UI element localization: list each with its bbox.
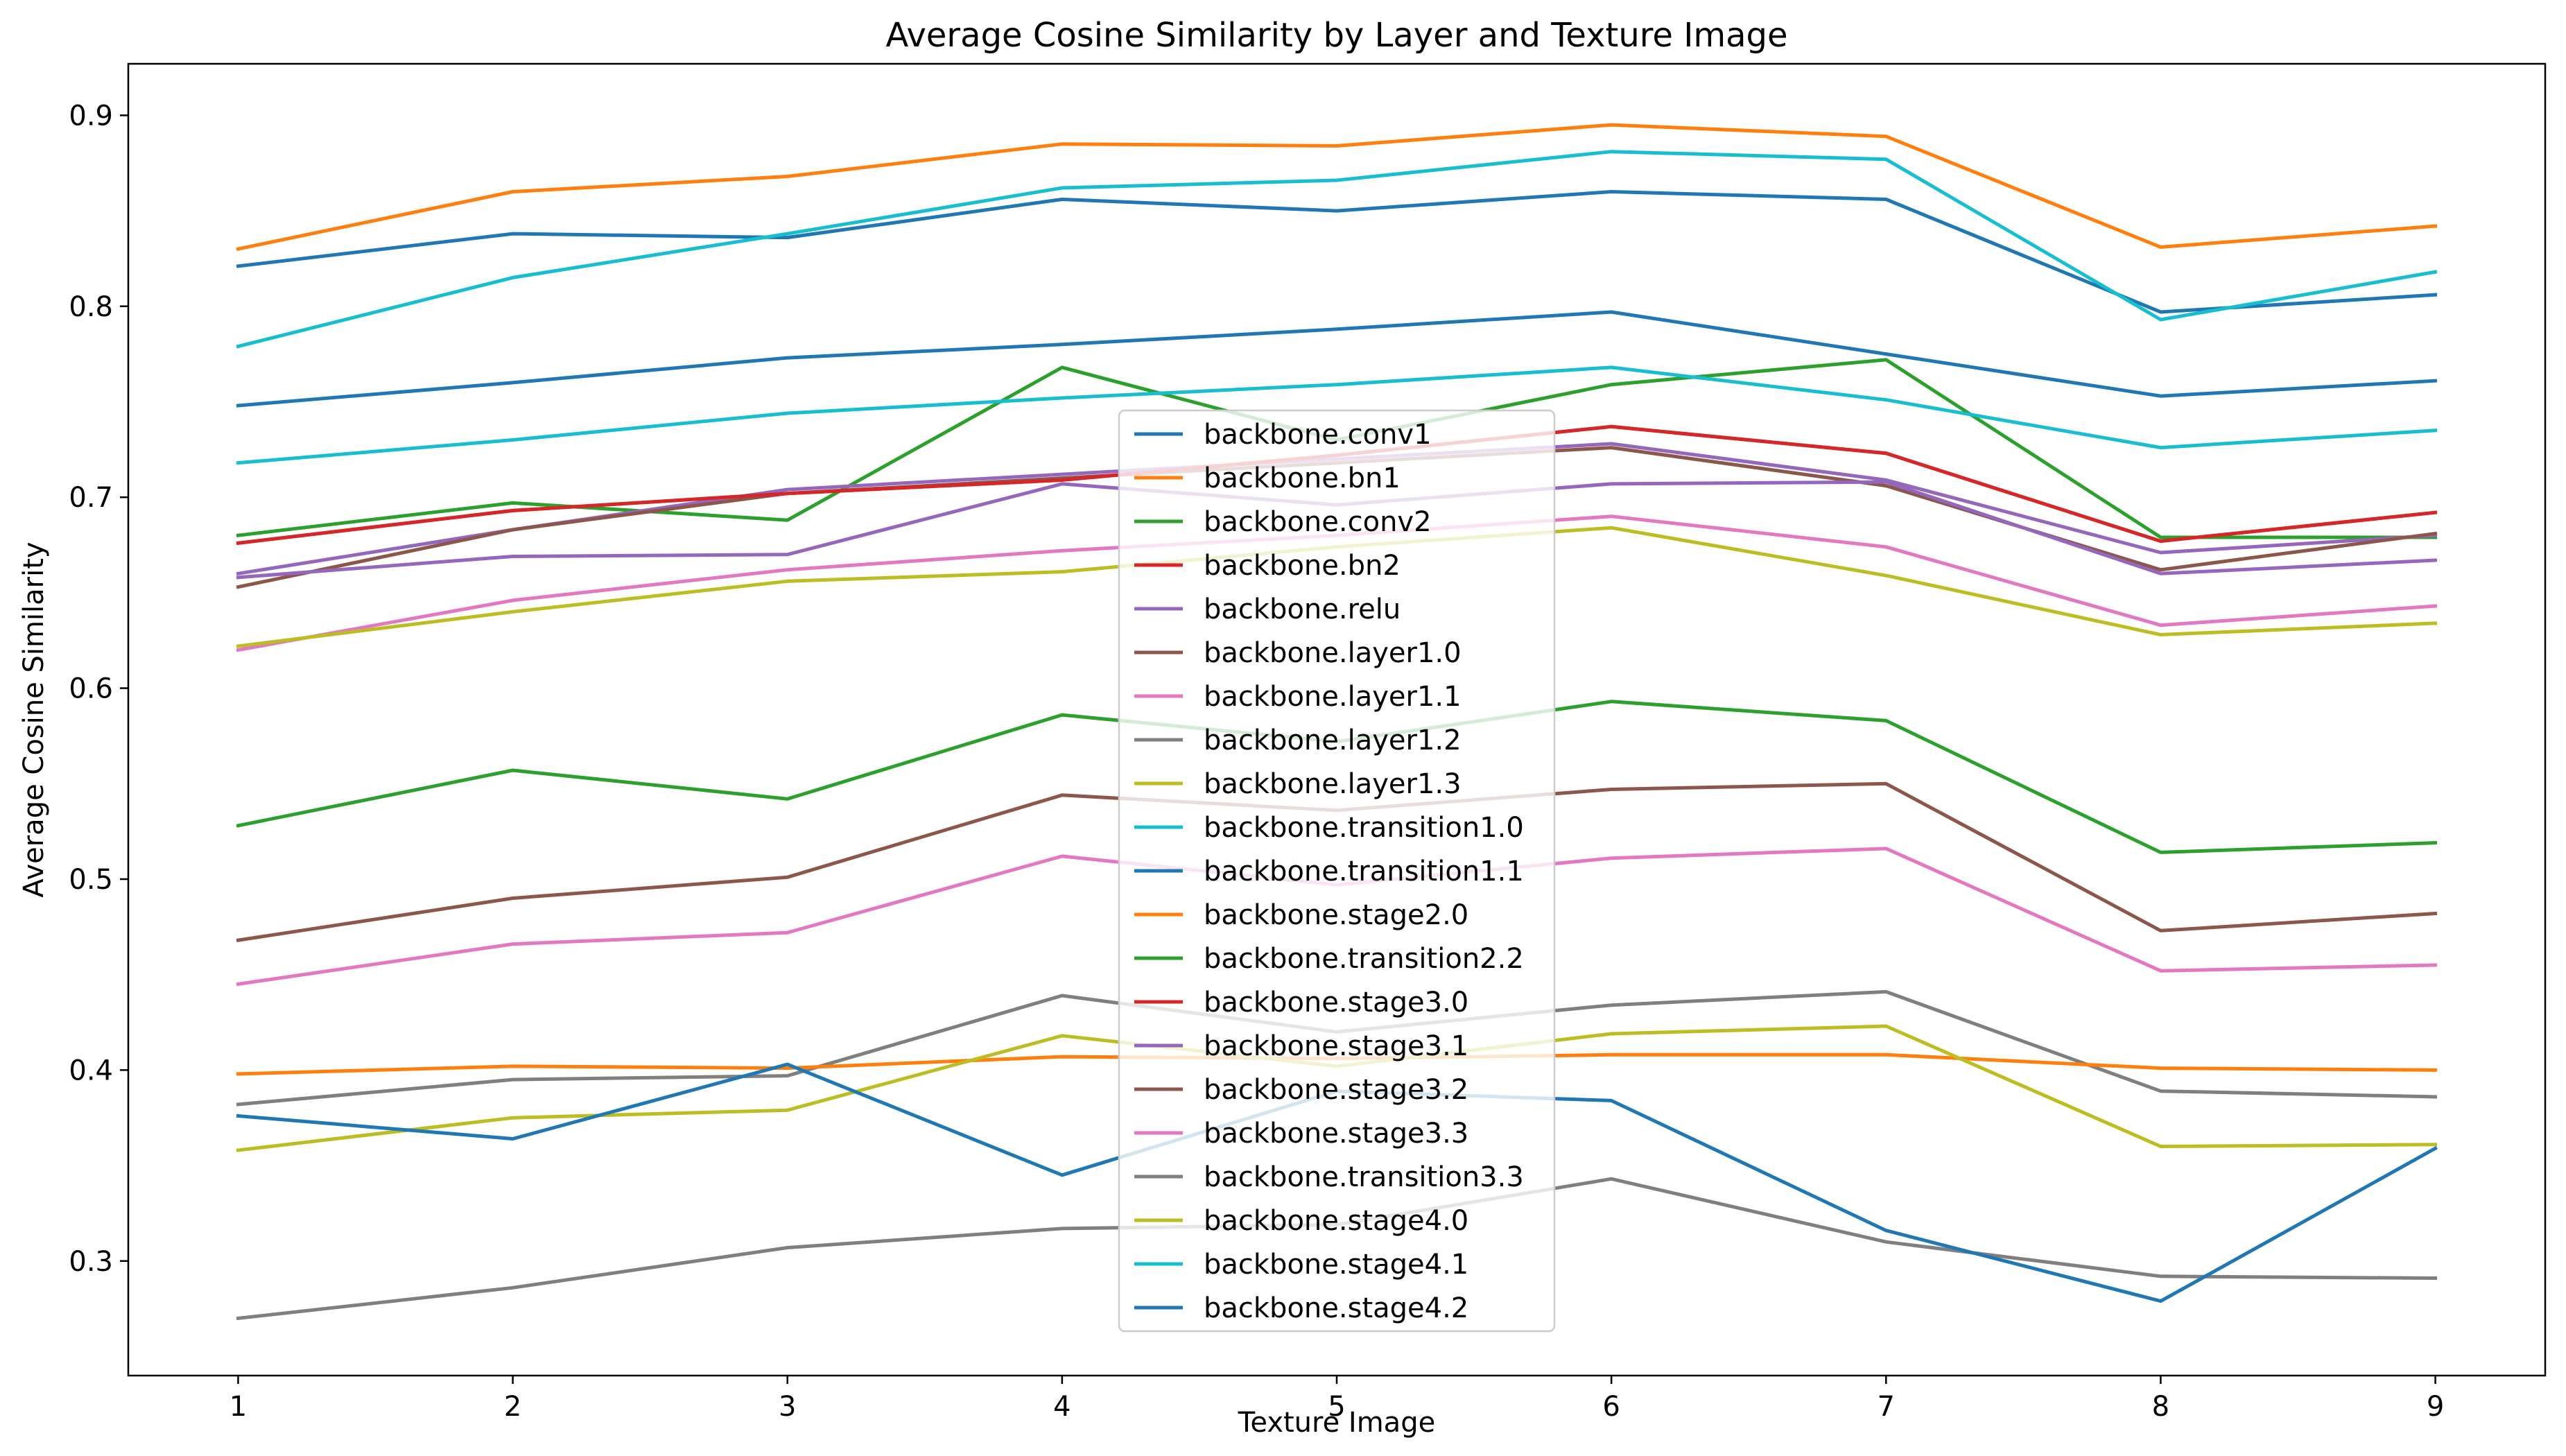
- y-tick-label: 0.4: [69, 1055, 113, 1086]
- y-axis-label: Average Cosine Similarity: [18, 541, 50, 897]
- legend-label: backbone.stage4.0: [1204, 1205, 1468, 1237]
- y-tick-label: 0.9: [69, 100, 113, 132]
- y-tick-label: 0.8: [69, 291, 113, 323]
- legend-label: backbone.bn2: [1204, 550, 1401, 582]
- legend-label: backbone.bn1: [1204, 462, 1401, 494]
- legend-label: backbone.stage4.1: [1204, 1249, 1468, 1281]
- legend-label: backbone.layer1.3: [1204, 768, 1462, 800]
- y-tick-label: 0.7: [69, 482, 113, 514]
- legend-label: backbone.stage3.1: [1204, 1030, 1468, 1062]
- legend-label: backbone.transition3.3: [1204, 1161, 1524, 1193]
- legend-box: [1118, 409, 1556, 1333]
- legend-label: backbone.transition1.0: [1204, 812, 1524, 844]
- legend-label: backbone.stage3.2: [1204, 1074, 1468, 1106]
- x-tick-label: 5: [1328, 1391, 1345, 1423]
- chart-title: Average Cosine Similarity by Layer and T…: [885, 16, 1787, 55]
- legend-items: backbone.conv1 backbone.bn1 backbone.conv2…: [1134, 419, 1524, 1324]
- legend-label: backbone.stage4.2: [1204, 1292, 1468, 1324]
- legend-label: backbone.layer1.0: [1204, 637, 1462, 669]
- x-tick-label: 8: [2152, 1391, 2169, 1423]
- legend: backbone.conv1 backbone.bn1 backbone.conv2…: [1118, 409, 1556, 1333]
- x-tick-label: 3: [779, 1391, 796, 1423]
- legend-label: backbone.conv1: [1204, 419, 1432, 451]
- y-tick-label: 0.5: [69, 864, 113, 896]
- legend-label: backbone.relu: [1204, 593, 1401, 625]
- legend-label: backbone.layer1.1: [1204, 681, 1462, 713]
- legend-label: backbone.layer1.2: [1204, 725, 1462, 756]
- x-tick-label: 1: [229, 1391, 247, 1423]
- y-tick-label: 0.3: [69, 1246, 113, 1278]
- x-tick-label: 6: [1602, 1391, 1620, 1423]
- series-line-backbone-conv1: [236, 190, 2438, 314]
- legend-label: backbone.conv2: [1204, 506, 1432, 538]
- legend-label: backbone.transition2.2: [1204, 943, 1524, 975]
- legend-label: backbone.transition1.1: [1204, 856, 1524, 887]
- x-tick-label: 7: [1878, 1391, 1895, 1423]
- x-axis-label: Texture Image: [1238, 1407, 1435, 1439]
- x-tick-label: 4: [1053, 1391, 1070, 1423]
- legend-label: backbone.stage3.3: [1204, 1118, 1468, 1150]
- series-line-backbone-bn1: [236, 123, 2438, 252]
- series-line-backbone-transition1-0: [236, 150, 2438, 349]
- legend-label: backbone.stage3.0: [1204, 987, 1468, 1019]
- axis-ticks: 1 2 3 4 5 6 7 8 9 0.3 0.4 0.5 0.6 0.7 0.8 0.9: [69, 100, 2444, 1423]
- y-tick-label: 0.6: [69, 673, 113, 705]
- series-line-backbone-transition1-1: [236, 310, 2438, 408]
- legend-label: backbone.stage2.0: [1204, 899, 1468, 931]
- plot-area-frame: [127, 62, 2547, 1377]
- x-tick-label: 2: [504, 1391, 521, 1423]
- x-tick-label: 9: [2427, 1391, 2444, 1423]
- series-line-backbone-stage4-1: [236, 365, 2438, 465]
